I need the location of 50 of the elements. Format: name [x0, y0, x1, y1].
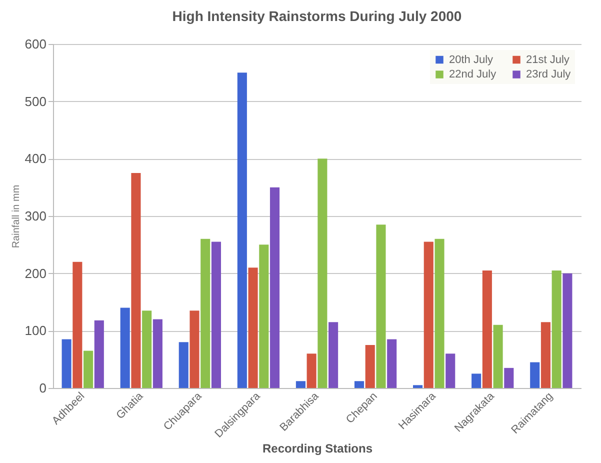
bar [365, 345, 375, 388]
bar [504, 368, 514, 388]
bar [530, 362, 540, 388]
y-tick-label: 300 [24, 208, 46, 224]
y-axis-title: Rainfall in mm [10, 184, 22, 248]
bar [482, 270, 492, 388]
bar [413, 385, 423, 388]
bar [540, 322, 550, 388]
bar [190, 310, 200, 388]
bar [328, 322, 338, 388]
bar [94, 320, 104, 388]
bar [200, 238, 210, 388]
bar [354, 381, 364, 388]
y-tick-label: 600 [24, 36, 46, 52]
bar [72, 262, 82, 388]
bar [562, 273, 572, 388]
chart-title: High Intensity Rainstorms During July 2000 [172, 8, 462, 24]
bar [446, 354, 456, 388]
bar [142, 310, 152, 388]
bar [270, 187, 280, 388]
legend-label: 23rd July [526, 68, 572, 80]
legend-label: 20th July [449, 54, 494, 66]
bar [318, 158, 328, 388]
bar [84, 350, 94, 388]
bar [259, 244, 269, 388]
bar [178, 342, 188, 388]
y-tick-label: 400 [24, 151, 46, 166]
bar [296, 381, 306, 388]
bar [376, 224, 386, 388]
bar [552, 270, 562, 388]
bar [387, 339, 397, 388]
y-tick-label: 500 [24, 94, 46, 109]
bar [237, 72, 247, 388]
legend-label: 21st July [526, 54, 570, 66]
y-tick-label: 100 [24, 323, 46, 338]
bar [248, 268, 258, 388]
bar [131, 173, 141, 388]
bar [120, 308, 130, 388]
bar [211, 242, 221, 388]
legend-label: 22nd July [449, 68, 497, 80]
bar [424, 242, 434, 388]
bar [493, 324, 503, 388]
bar [306, 354, 316, 388]
bar [472, 374, 482, 388]
bar [152, 319, 162, 388]
bar [62, 339, 72, 388]
x-axis-title: Recording Stations [262, 442, 373, 456]
y-tick-label: 200 [24, 266, 46, 281]
bar [434, 238, 444, 388]
y-tick-label: 0 [39, 380, 46, 396]
